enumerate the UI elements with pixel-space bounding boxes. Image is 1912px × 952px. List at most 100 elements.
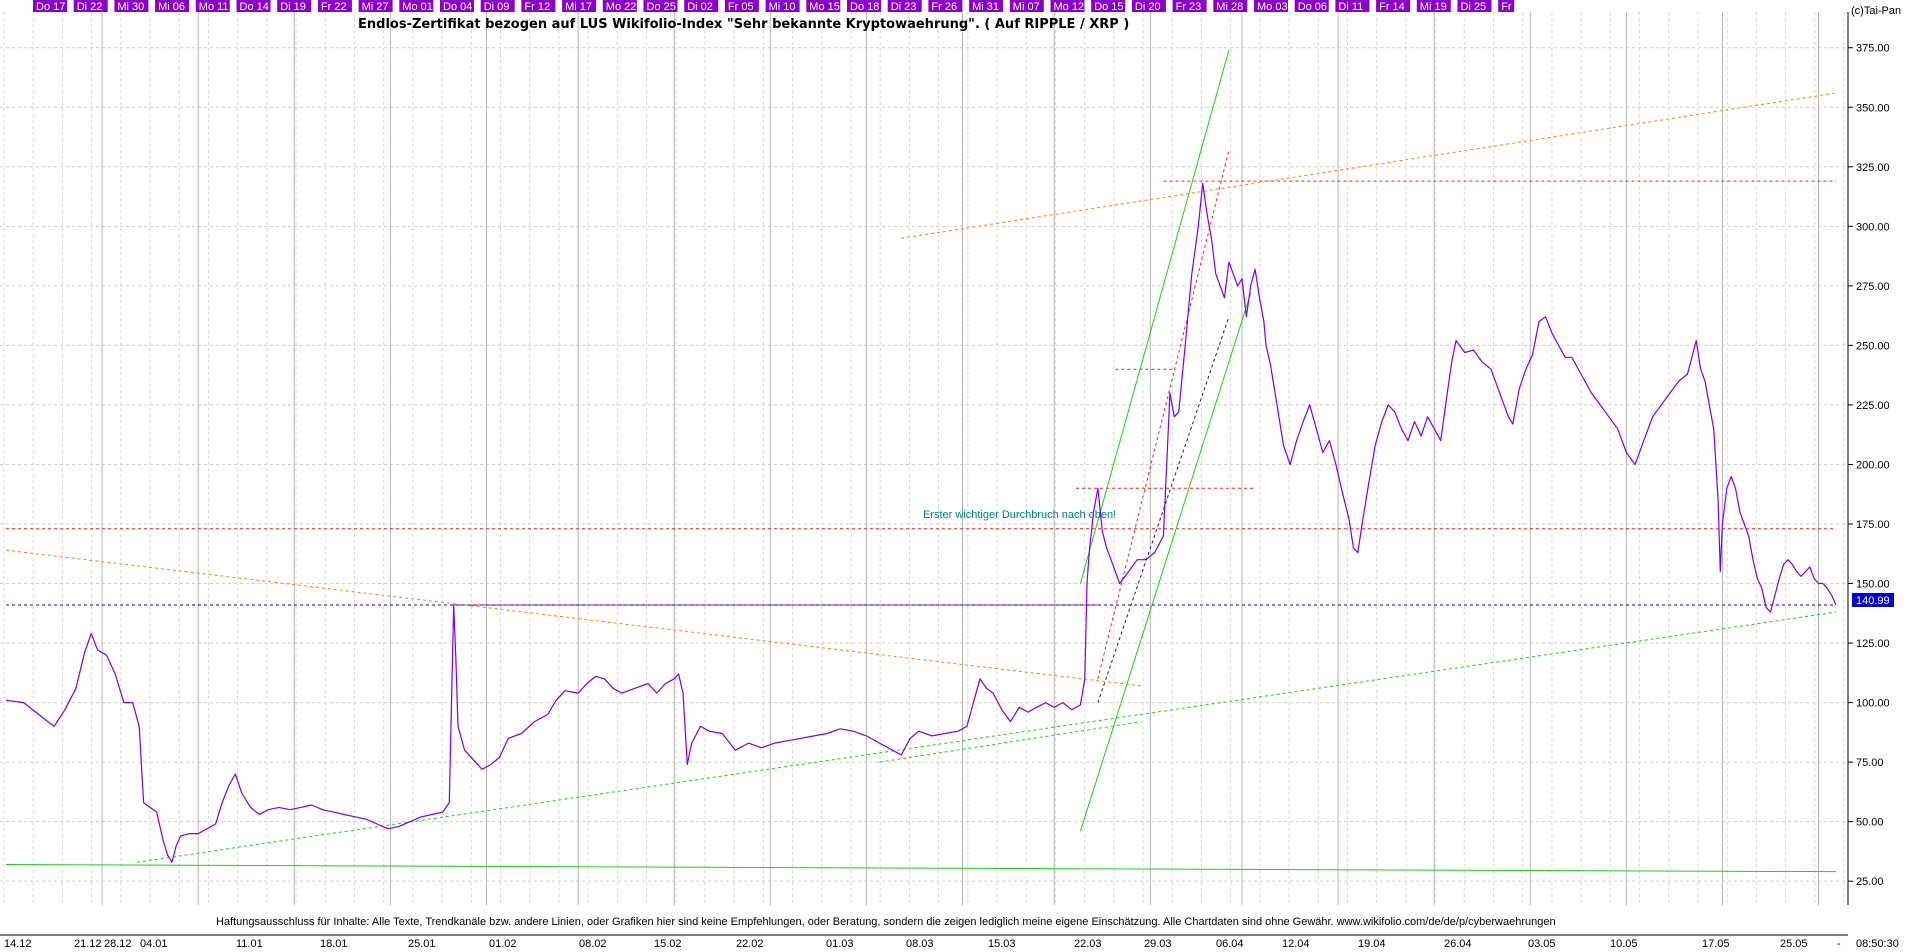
- day-tag-label: Mi 27: [362, 1, 389, 13]
- day-tag: [1009, 0, 1044, 12]
- day-tag-label: Do 14: [240, 1, 269, 13]
- day-tag: [1131, 0, 1166, 12]
- x-tick-label: 14.12: [4, 938, 32, 950]
- price-line: [5, 182, 1837, 863]
- day-tag: [765, 0, 800, 12]
- day-tag-label: Fr 14: [1379, 1, 1405, 13]
- x-tick-label: 10.05: [1610, 938, 1638, 950]
- day-tag: [236, 0, 271, 12]
- y-tick-label: 25.00: [1856, 876, 1884, 888]
- day-tag-label: Di 23: [891, 1, 917, 13]
- day-tag-label: Mo 01: [402, 1, 433, 13]
- green-channel-upper: [1079, 49, 1230, 584]
- green-short-trend-line: [879, 721, 1142, 763]
- day-tag-label: Mi 31: [972, 1, 999, 13]
- black-steep-line: [1097, 316, 1230, 703]
- day-tag-label: Mi 28: [1216, 1, 1243, 13]
- day-tag-label: Do 17: [36, 1, 65, 13]
- day-tag: [317, 0, 352, 12]
- x-tick-label: 11.01: [236, 938, 263, 950]
- day-tag: [73, 0, 108, 12]
- day-tag-label: Mi 06: [158, 1, 185, 13]
- y-tick-label: 125.00: [1856, 638, 1890, 650]
- day-tag-label: Mi 30: [117, 1, 144, 13]
- day-tag: [277, 0, 312, 12]
- day-tag: [562, 0, 597, 12]
- day-tag: [969, 0, 1004, 12]
- x-tick-label: 26.04: [1444, 938, 1472, 950]
- green-channel-lower: [1079, 292, 1252, 832]
- day-tag: [1050, 0, 1085, 12]
- y-tick-label: 325.00: [1856, 162, 1890, 174]
- day-tag-label: Fr: [1501, 1, 1512, 13]
- day-tag-label: Mi 19: [1420, 1, 1447, 13]
- day-tag: [1254, 0, 1288, 12]
- orange-uptrend-line: [901, 92, 1837, 239]
- day-tag: [1335, 0, 1370, 12]
- x-tick-label: 03.05: [1528, 938, 1556, 950]
- day-tag-label: Fr 26: [931, 1, 957, 13]
- x-tick-label: 12.04: [1282, 938, 1310, 950]
- day-tag: [358, 0, 393, 12]
- day-tag: [643, 0, 678, 12]
- day-tag: [1172, 0, 1207, 12]
- day-tag-label: Mo 11: [199, 1, 229, 13]
- day-tag-label: Mi 07: [1013, 1, 1040, 13]
- day-tag: [928, 0, 963, 12]
- y-tick-label: 350.00: [1856, 102, 1890, 114]
- x-tick-label: 06.04: [1216, 938, 1244, 950]
- day-tag: [1376, 0, 1411, 12]
- x-tick-label: 08.03: [906, 938, 934, 950]
- green-long-trend-line: [136, 611, 1837, 863]
- day-tag: [1294, 0, 1329, 12]
- day-tag-label: Mi 17: [565, 1, 592, 13]
- red-steep-line: [1097, 149, 1230, 679]
- x-tick-label: 21.12: [74, 938, 102, 950]
- y-tick-label: 50.00: [1856, 817, 1884, 829]
- x-tick-label: 15.03: [988, 938, 1016, 950]
- day-tag: [1091, 0, 1126, 12]
- trend-lines: [5, 49, 1837, 873]
- x-tick-label: 08.02: [579, 938, 607, 950]
- y-tick-label: 150.00: [1856, 579, 1890, 591]
- breakout-annotation: Erster wichtiger Durchbruch nach oben!: [923, 509, 1116, 521]
- x-tick-label: 01.03: [826, 938, 854, 950]
- x-tick-label: 19.04: [1358, 938, 1386, 950]
- day-tag-label: Mo 12: [1054, 1, 1085, 13]
- x-tick-label: 22.03: [1074, 938, 1102, 950]
- day-tag: [480, 0, 515, 12]
- y-axis: 25.00 50.00 75.00 100.00 125.00 150.00 175.00 2…: [1847, 12, 1890, 905]
- day-tag-label: Do 18: [850, 1, 879, 13]
- green-base-line: [5, 864, 1837, 873]
- x-tick-label: 17.05: [1702, 938, 1730, 950]
- day-tag: [1416, 0, 1451, 12]
- chart-title: Endlos-Zertifikat bezogen auf LUS Wikifo…: [358, 17, 1129, 32]
- y-tick-label: 175.00: [1856, 519, 1890, 531]
- orange-downtrend-line: [5, 549, 1142, 687]
- grid: [0, 12, 1848, 905]
- y-tick-label: 250.00: [1856, 340, 1890, 352]
- y-tick-label: 200.00: [1856, 459, 1890, 471]
- day-tag: [1498, 0, 1515, 12]
- day-tag: [1457, 0, 1492, 12]
- disclaimer-text: Haftungsausschluss für Inhalte: Alle Tex…: [216, 916, 1556, 928]
- day-tag-label: Mi 10: [769, 1, 796, 13]
- x-tick-label: 25.01: [408, 938, 436, 950]
- y-tick-label: 225.00: [1856, 400, 1890, 412]
- day-tag: [33, 0, 67, 12]
- day-tag: [114, 0, 149, 12]
- day-tag-label: Do 15: [1094, 1, 1123, 13]
- current-price-badge: [1852, 593, 1894, 607]
- x-tick-label: 29.03: [1144, 938, 1172, 950]
- current-price-label: 140.99: [1856, 595, 1890, 607]
- day-tag-label: Di 25: [1461, 1, 1487, 13]
- day-tag-label: Di 20: [1135, 1, 1161, 13]
- day-tag-label: Do 04: [443, 1, 472, 13]
- y-tick-label: 300.00: [1856, 221, 1890, 233]
- x-tick-label: 15.02: [654, 938, 682, 950]
- day-tag-label: Fr 12: [524, 1, 550, 13]
- footer-dash: -: [1837, 938, 1841, 950]
- top-day-tags: Do 17 Di 22 Mi 30 Mi 06 Mo 11 Do 14 Di 19 Fr 22…: [33, 0, 1515, 13]
- day-tag: [887, 0, 922, 12]
